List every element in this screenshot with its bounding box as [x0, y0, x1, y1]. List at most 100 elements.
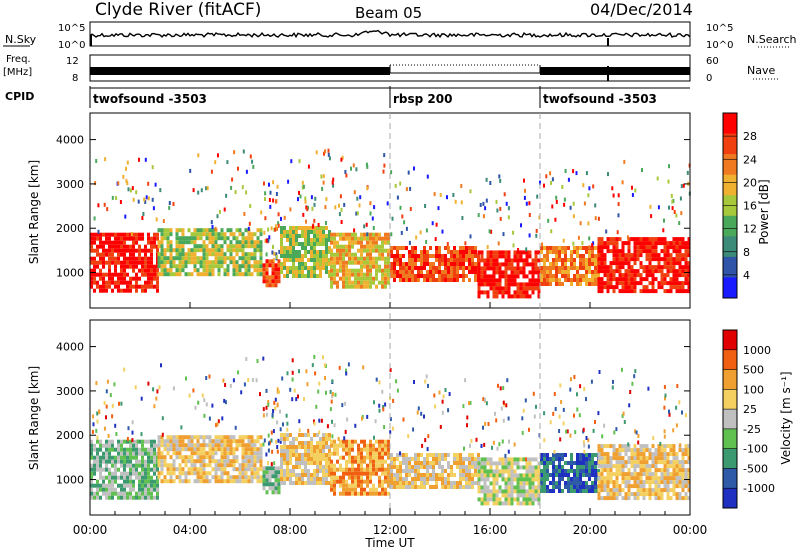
range-cell	[365, 222, 368, 227]
range-cell	[480, 290, 484, 295]
range-cell	[217, 244, 221, 249]
range-cell	[672, 281, 676, 286]
ytick-label: 2000	[56, 429, 84, 442]
range-cell	[507, 254, 511, 259]
range-cell	[660, 452, 664, 457]
range-cell	[268, 198, 271, 202]
range-cell	[315, 150, 318, 155]
range-cell	[202, 268, 206, 273]
range-cell	[102, 487, 105, 492]
range-cell	[208, 451, 212, 456]
range-cell	[147, 483, 150, 488]
range-cell	[214, 459, 218, 464]
range-cell	[202, 459, 206, 464]
range-cell	[579, 262, 582, 266]
range-cell	[345, 491, 348, 496]
range-cell	[211, 232, 215, 237]
range-cell	[328, 473, 331, 477]
range-cell	[558, 250, 561, 254]
range-cell	[310, 246, 313, 250]
range-cell	[196, 232, 200, 237]
range-cell	[292, 445, 295, 449]
range-cell	[390, 469, 393, 473]
range-cell	[366, 186, 369, 191]
range-cell	[211, 447, 215, 452]
range-cell	[375, 240, 378, 245]
range-cell	[208, 268, 212, 273]
range-cell	[105, 288, 108, 293]
range-cell	[528, 250, 532, 255]
range-cell	[232, 272, 236, 277]
range-cell	[381, 463, 384, 468]
range-cell	[196, 256, 200, 261]
range-cell	[573, 485, 576, 489]
range-cell	[393, 258, 396, 262]
range-cell	[226, 248, 230, 253]
range-cell	[178, 264, 182, 269]
range-cell	[390, 453, 393, 457]
range-cell	[286, 234, 289, 238]
range-cell	[322, 457, 325, 461]
range-cell	[522, 266, 526, 271]
range-cell	[504, 477, 508, 482]
range-cell	[663, 237, 667, 242]
range-cell	[123, 483, 126, 488]
range-cell	[624, 261, 628, 266]
range-cell	[618, 289, 622, 294]
range-cell	[339, 467, 342, 472]
range-cell	[411, 266, 414, 270]
range-cell	[330, 471, 333, 476]
xtick-label: 00:00	[673, 523, 708, 537]
range-cell	[124, 214, 127, 219]
range-cell	[123, 459, 126, 464]
range-cell	[144, 491, 147, 496]
range-cell	[144, 471, 147, 476]
range-cell	[528, 201, 531, 206]
range-cell	[552, 453, 555, 457]
range-cell	[624, 480, 628, 485]
range-cell	[543, 411, 546, 416]
range-cell	[141, 236, 144, 241]
range-cell	[501, 439, 504, 444]
range-cell	[681, 472, 685, 477]
range-cell	[654, 480, 658, 485]
range-cell	[375, 276, 378, 281]
range-cell	[357, 272, 360, 277]
range-cell	[366, 232, 369, 237]
range-cell	[462, 485, 465, 489]
range-cell	[579, 221, 582, 226]
range-cell	[359, 195, 362, 200]
range-cell	[262, 275, 266, 280]
range-cell	[622, 411, 625, 416]
range-cell	[531, 274, 535, 279]
range-cell	[120, 252, 123, 257]
range-cell	[594, 262, 597, 266]
range-cell	[272, 180, 275, 185]
range-cell	[657, 476, 661, 481]
range-cell	[363, 232, 366, 237]
range-cell	[354, 459, 357, 464]
range-cell	[606, 289, 610, 294]
range-cell	[354, 423, 357, 428]
range-cell	[286, 477, 289, 481]
range-cell	[205, 268, 209, 273]
range-cell	[115, 196, 118, 200]
range-cell	[552, 274, 555, 278]
range-cell	[117, 483, 120, 488]
range-cell	[621, 444, 625, 449]
range-cell	[499, 206, 502, 211]
range-cell	[534, 469, 538, 474]
range-cell	[302, 184, 305, 189]
range-cell	[102, 272, 105, 277]
range-cell	[289, 254, 292, 258]
range-cell	[295, 449, 298, 453]
range-cell	[150, 276, 153, 281]
range-cell	[477, 278, 481, 283]
range-cell	[627, 476, 631, 481]
range-cell	[160, 228, 164, 233]
range-cell	[612, 249, 616, 254]
range-cell	[543, 461, 546, 465]
range-cell	[339, 483, 342, 488]
range-cell	[366, 467, 369, 472]
